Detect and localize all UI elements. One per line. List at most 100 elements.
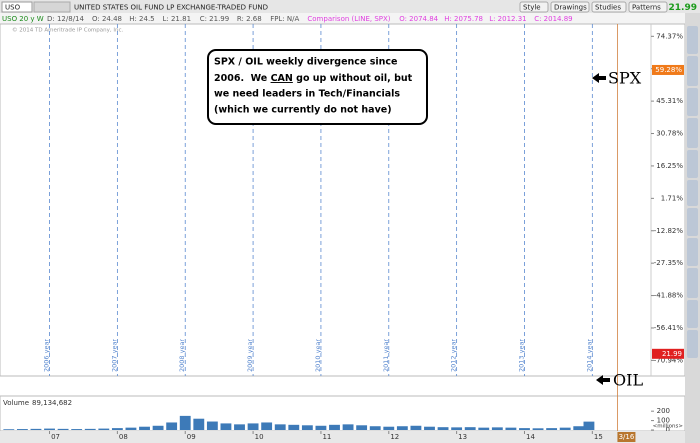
y-tick-label: 100 [657, 417, 670, 425]
x-tick-label: 08 [119, 433, 128, 441]
y-tick-label: -12.82% [654, 227, 684, 235]
last-price: 21.99 [669, 3, 697, 13]
volume-bar [152, 425, 164, 430]
x-tick-label: 14 [526, 433, 535, 441]
sidebar-tab[interactable] [687, 56, 698, 86]
y-tick-label: -56.41% [654, 324, 684, 332]
volume-bar [206, 421, 218, 430]
year-label: 2011 year [382, 339, 390, 372]
x-tick-label: 15 [594, 433, 603, 441]
y-tick-label: 30.78% [656, 130, 683, 138]
toolbar-button[interactable] [628, 1, 668, 13]
volume-bar [424, 426, 435, 430]
volume-bar [84, 428, 96, 430]
series-annotation: SPX [608, 69, 642, 88]
year-label: 2007 year [110, 339, 118, 372]
price-bubble [652, 64, 684, 75]
toolbar-button[interactable] [591, 1, 627, 13]
copyright: © 2014 TD Ameritrade IP Company, Inc. [12, 27, 124, 34]
arrow [596, 375, 610, 385]
y-tick-label: -27.35% [654, 259, 684, 267]
y-tick-label: 45.31% [656, 97, 683, 105]
volume-bar [505, 427, 517, 430]
volume-bar [179, 415, 191, 430]
button-label: Drawings [554, 4, 587, 12]
year-label: 2010 year [314, 339, 322, 372]
info-field: C: 21.99 [200, 15, 230, 23]
comparison-label: Comparison (LINE, SPX) [307, 15, 390, 23]
y-tick-label: 0 [666, 426, 670, 434]
sidebar-tab[interactable] [687, 238, 698, 266]
volume-title: Volume [3, 399, 29, 407]
price-bubble-label: 59.28% [655, 66, 682, 74]
volume-bar [193, 418, 205, 430]
expansion-marker [617, 432, 636, 442]
volume-bar [396, 426, 408, 430]
sidebar-tab[interactable] [687, 208, 698, 236]
button-label: Style [523, 4, 541, 12]
volume-bar [44, 428, 55, 430]
sidebar-tab[interactable] [687, 150, 698, 178]
volume-bar [478, 427, 490, 430]
button-label: Studies [595, 4, 621, 12]
annotation-part: 2006. We [214, 73, 271, 84]
annotation-part: go up without oil, but [293, 73, 413, 84]
price-box [670, 1, 698, 12]
info-row [0, 13, 685, 24]
comparison-field: L: 2012.31 [489, 15, 526, 23]
annotation-emphasis: CAN [271, 73, 293, 84]
series-annotation: OIL [613, 371, 643, 390]
symbol-input[interactable] [1, 1, 33, 13]
sidebar-tab[interactable] [687, 180, 698, 206]
toolbar-button[interactable] [519, 1, 549, 13]
annotation-line: we need leaders in Tech/Financials [214, 89, 400, 100]
volume-bar [98, 428, 110, 430]
volume-bar [546, 428, 558, 430]
volume-bar [491, 427, 503, 430]
y-tick-label: 74.37% [656, 32, 683, 40]
volume-bar [573, 426, 585, 430]
year-label: 2014 year [585, 339, 593, 372]
sidebar-tab[interactable] [687, 118, 698, 148]
toolbar-controls[interactable] [33, 1, 71, 13]
volume-bar [369, 426, 381, 430]
volume-bar [329, 424, 340, 430]
info-field: FPL: N/A [270, 15, 299, 23]
info-field: L: 21.81 [163, 15, 192, 23]
volume-bar [464, 427, 476, 430]
volume-panel [0, 395, 686, 432]
volume-bar [315, 425, 327, 430]
volume-bar [30, 428, 42, 430]
sidebar-tab[interactable] [687, 300, 698, 328]
volume-bar [220, 423, 232, 430]
x-axis: 07 08 09 10 11 12 13 14 15 3/16 [49, 431, 636, 442]
annotation-text: SPX / OIL weekly divergence since 2006. … [214, 57, 413, 116]
info-fields: USO 20 y W D: 12/8/14 O: 24.48 H: 24.5 L: 21… [2, 15, 573, 23]
volume-bar [57, 428, 69, 430]
toolbar-button[interactable] [550, 1, 590, 13]
price-plot: 74.37%59.84%45.31%30.78%16.25%1.71%-12.8… [43, 24, 684, 376]
sidebar-tab[interactable] [687, 88, 698, 116]
description: UNITED STATES OIL FUND LP EXCHANGE-TRADE… [74, 4, 268, 12]
volume-bar [234, 424, 245, 430]
volume-bar [288, 424, 300, 430]
volume-bar [125, 427, 137, 430]
button-label: Patterns [632, 4, 661, 12]
volume-bar [3, 429, 15, 430]
sidebar-tab[interactable] [687, 268, 698, 298]
sidebar-tab[interactable] [687, 330, 698, 358]
year-label: 2006 year [43, 339, 51, 372]
arrow [592, 73, 606, 83]
sidebar-tab[interactable] [687, 26, 698, 54]
y-tick-label: 16.25% [656, 162, 683, 170]
annotation-line: SPX / OIL weekly divergence since [214, 57, 397, 68]
year-label: 2009 year [246, 339, 254, 372]
comparison-field: H: 2075.78 [444, 15, 483, 23]
x-tick-label: 07 [51, 433, 60, 441]
volume-bar [342, 424, 354, 430]
info-field: H: 24.5 [129, 15, 154, 23]
volume-total: 89,134,682 [32, 399, 72, 407]
